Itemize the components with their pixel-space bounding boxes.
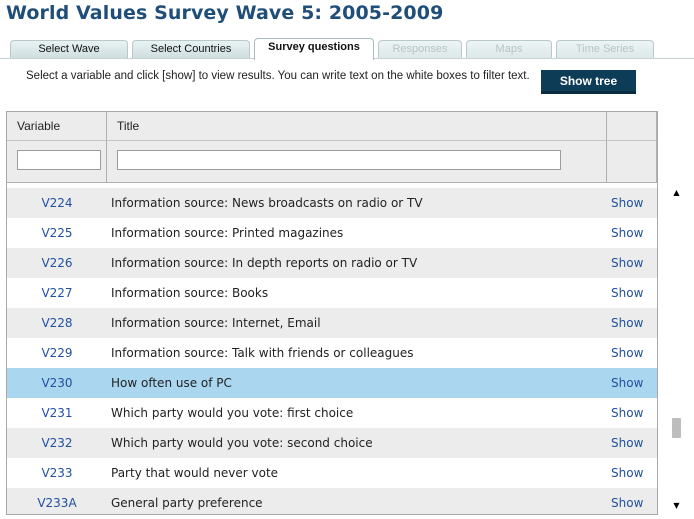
variable-code[interactable]: V228 — [41, 316, 73, 330]
variable-code[interactable]: V231 — [41, 406, 73, 420]
table-row[interactable]: V226 Information source: In depth reports… — [7, 248, 657, 278]
variable-code[interactable]: V232 — [41, 436, 73, 450]
table-row[interactable]: V228 Information source: Internet, Email S… — [7, 308, 657, 338]
variable-code[interactable]: V233A — [37, 496, 77, 510]
variable-code[interactable]: V227 — [41, 286, 73, 300]
instructions-text: Select a variable and click [show] to vi… — [26, 70, 530, 82]
variable-filter-input[interactable] — [17, 150, 101, 170]
filter-cell-variable — [7, 141, 107, 183]
variable-title: Which party would you vote: second choic… — [111, 436, 373, 450]
tab-survey-questions[interactable]: Survey questions — [254, 38, 374, 60]
variable-code[interactable]: V229 — [41, 346, 73, 360]
scroll-up-arrow-icon[interactable]: ▲ — [673, 188, 680, 197]
variable-title: Information source: News broadcasts on r… — [111, 196, 423, 210]
variable-title: How often use of PC — [111, 376, 232, 390]
variable-code[interactable]: V224 — [41, 196, 73, 210]
show-link[interactable]: Show — [611, 406, 644, 420]
column-header-variable[interactable]: Variable — [7, 112, 107, 141]
table-row[interactable]: V230 How often use of PC Show — [7, 368, 657, 398]
show-link[interactable]: Show — [611, 196, 644, 210]
page-title: World Values Survey Wave 5: 2005-2009 — [6, 2, 444, 24]
show-link[interactable]: Show — [611, 286, 644, 300]
vertical-scrollbar[interactable]: ▲ ▼ — [668, 187, 685, 512]
tab-select-countries[interactable]: Select Countries — [132, 40, 250, 58]
show-link[interactable]: Show — [611, 346, 644, 360]
variable-title: Which party would you vote: first choice — [111, 406, 354, 420]
tab-select-wave[interactable]: Select Wave — [10, 40, 128, 58]
table-row[interactable]: V227 Information source: Books Show — [7, 278, 657, 308]
variable-title: Information source: Books — [111, 286, 269, 300]
variable-title: Information source: Internet, Email — [111, 316, 321, 330]
show-link[interactable]: Show — [611, 436, 644, 450]
column-header-show — [607, 112, 657, 141]
variables-table: Variable Title V224 Information source: N… — [6, 111, 658, 515]
filter-cell-empty — [607, 141, 657, 183]
variable-title: Party that would never vote — [111, 466, 279, 480]
variable-code[interactable]: V225 — [41, 226, 73, 240]
table-header: Variable Title — [7, 112, 657, 183]
variable-title: Information source: Printed magazines — [111, 226, 344, 240]
table-row[interactable]: V231 Which party would you vote: first ch… — [7, 398, 657, 428]
variable-title: Information source: Talk with friends or… — [111, 346, 414, 360]
variable-code[interactable]: V233 — [41, 466, 73, 480]
variable-code[interactable]: V226 — [41, 256, 73, 270]
tab-responses: Responses — [378, 40, 462, 58]
tab-maps: Maps — [466, 40, 552, 58]
filter-cell-title — [107, 141, 607, 183]
show-link[interactable]: Show — [611, 466, 644, 480]
show-link[interactable]: Show — [611, 226, 644, 240]
table-row[interactable]: V232 Which party would you vote: second c… — [7, 428, 657, 458]
table-row[interactable]: V233 Party that would never vote Show — [7, 458, 657, 488]
table-row[interactable]: V229 Information source: Talk with friend… — [7, 338, 657, 368]
variable-code[interactable]: V230 — [41, 376, 73, 390]
show-link[interactable]: Show — [611, 496, 644, 510]
title-filter-input[interactable] — [117, 150, 561, 170]
show-link[interactable]: Show — [611, 316, 644, 330]
column-header-title[interactable]: Title — [107, 112, 607, 141]
variable-title: Information source: In depth reports on … — [111, 256, 418, 270]
scrollbar-thumb[interactable] — [672, 418, 681, 438]
show-link[interactable]: Show — [611, 376, 644, 390]
table-row[interactable]: V224 Information source: News broadcasts … — [7, 188, 657, 218]
tab-time-series: Time Series — [556, 40, 654, 58]
table-body: V224 Information source: News broadcasts … — [7, 188, 657, 514]
show-link[interactable]: Show — [611, 256, 644, 270]
table-row[interactable]: V233A General party preference Show — [7, 488, 657, 514]
variable-title: General party preference — [111, 496, 263, 510]
scroll-down-arrow-icon[interactable]: ▼ — [673, 501, 680, 510]
show-tree-button[interactable]: Show tree — [541, 70, 636, 94]
table-row[interactable]: V225 Information source: Printed magazine… — [7, 218, 657, 248]
